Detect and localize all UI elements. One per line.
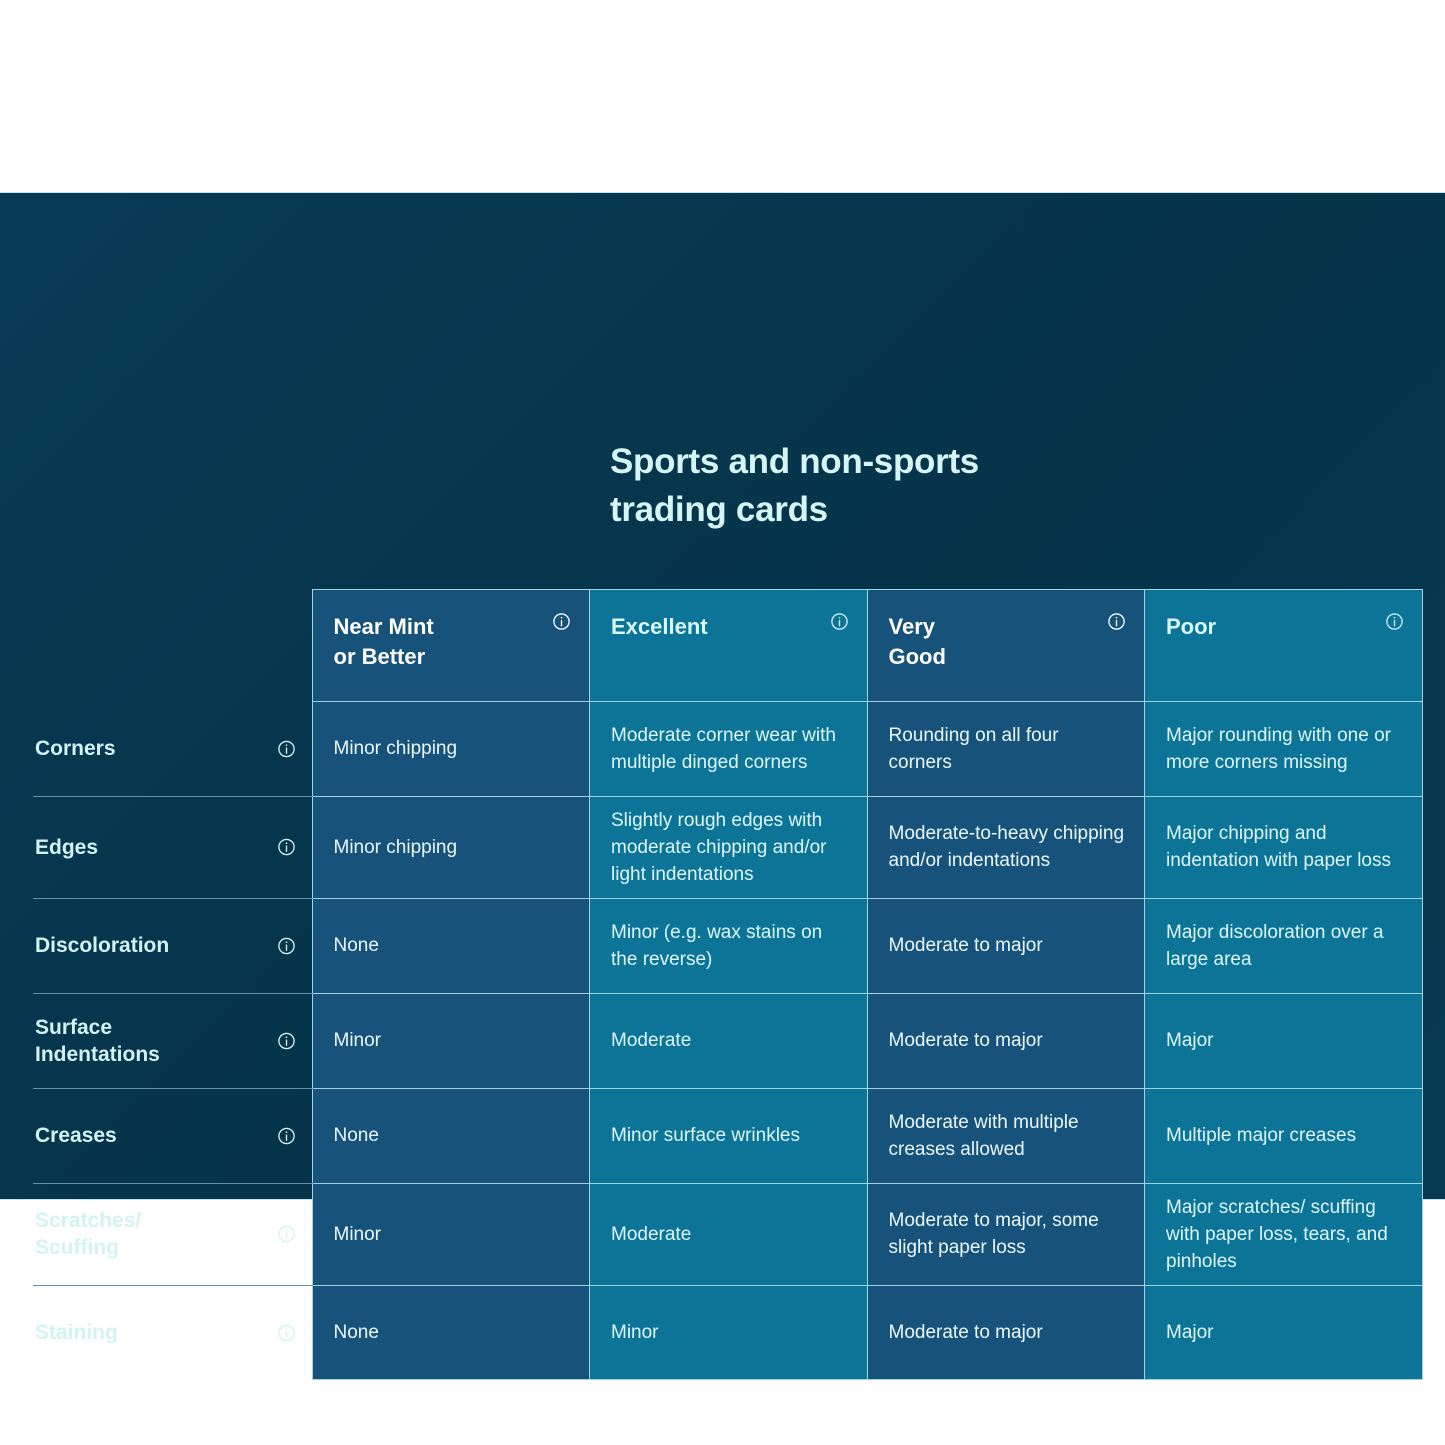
grade-table: Near Mint or Better Exce xyxy=(33,589,1423,1380)
cell: None xyxy=(311,1284,590,1380)
grading-matrix: Near Mint or Better Exce xyxy=(33,589,1423,1380)
cell: Minor xyxy=(311,1182,590,1286)
table-header: Near Mint or Better Exce xyxy=(33,589,1423,702)
cell: Minor chipping xyxy=(311,701,590,797)
cell: Minor surface wrinkles xyxy=(589,1087,868,1184)
dark-panel: Sports and non-sports trading cards xyxy=(0,192,1445,1380)
cell: Minor (e.g. wax stains on the reverse) xyxy=(589,897,868,994)
row-label-scratches-scuffing[interactable]: Scratches/ Scuffing xyxy=(33,1183,312,1286)
table-row: Discoloration None Minor (e.g. wax stain… xyxy=(33,897,1423,994)
page-title-line-1: Sports and non-sports xyxy=(610,442,979,481)
info-icon[interactable] xyxy=(1107,612,1126,631)
column-header-label-line-1: Excellent xyxy=(611,614,708,639)
cell: Minor xyxy=(589,1284,868,1380)
row-label-surface-indentations[interactable]: Surface Indentations xyxy=(33,993,312,1089)
row-label-line-1: Scratches/ xyxy=(35,1209,142,1232)
cell: Moderate-to-heavy chipping and/or indent… xyxy=(866,795,1145,899)
info-icon[interactable] xyxy=(277,1126,296,1145)
cell: Minor chipping xyxy=(311,795,590,899)
row-label-line-1: Creases xyxy=(35,1124,117,1147)
table-row: Corners Minor chipping Moderate corner w… xyxy=(33,701,1423,797)
info-icon[interactable] xyxy=(277,936,296,955)
row-label-line-1: Surface xyxy=(35,1015,113,1039)
info-icon[interactable] xyxy=(277,1225,296,1244)
column-header-near-mint[interactable]: Near Mint or Better xyxy=(311,589,590,702)
row-label-creases[interactable]: Creases xyxy=(33,1088,312,1184)
column-header-label-line-1: Poor xyxy=(1166,614,1217,639)
table-row: Creases None Minor surface wrinkles xyxy=(33,1087,1423,1184)
table-row: Edges Minor chipping Slightly rough edge… xyxy=(33,795,1423,899)
column-header-very-good[interactable]: Very Good xyxy=(866,589,1145,702)
row-label-discoloration[interactable]: Discoloration xyxy=(33,898,312,994)
row-label-staining[interactable]: Staining xyxy=(33,1285,312,1380)
page-title: Sports and non-sports trading cards xyxy=(610,438,1210,534)
cell: Major xyxy=(1144,1284,1423,1380)
info-icon[interactable] xyxy=(1385,612,1404,631)
table-body: Corners Minor chipping Moderate corner w… xyxy=(33,701,1423,1380)
cell: Moderate to major xyxy=(866,897,1145,994)
row-label-line-2: Scuffing xyxy=(35,1236,119,1259)
info-icon[interactable] xyxy=(277,739,296,758)
row-label-corners[interactable]: Corners xyxy=(33,701,312,797)
cell: Multiple major creases xyxy=(1144,1087,1423,1184)
cell: None xyxy=(311,1087,590,1184)
row-label-line-2: Indentations xyxy=(35,1042,160,1066)
cell: Major scratches/ scuffing with paper los… xyxy=(1144,1182,1423,1286)
table-row: Scratches/ Scuffing Minor Mo xyxy=(33,1182,1423,1286)
page-title-line-2: trading cards xyxy=(610,490,828,529)
cell: Moderate to major, some slight paper los… xyxy=(866,1182,1145,1286)
row-label-line-1: Edges xyxy=(35,835,99,859)
cell: Rounding on all four corners xyxy=(866,701,1145,797)
table-row: Surface Indentations Minor M xyxy=(33,992,1423,1089)
cell: Major xyxy=(1144,992,1423,1089)
row-label-line-1: Corners xyxy=(35,737,116,760)
column-header-poor[interactable]: Poor xyxy=(1144,589,1423,702)
cell: Moderate corner wear with multiple dinge… xyxy=(589,701,868,797)
info-icon[interactable] xyxy=(277,1323,296,1342)
info-icon[interactable] xyxy=(830,612,849,631)
row-label-line-1: Staining xyxy=(35,1321,118,1344)
cell: Major chipping and indentation with pape… xyxy=(1144,795,1423,899)
cell: Moderate with multiple creases allowed xyxy=(866,1087,1145,1184)
cell: Moderate to major xyxy=(866,992,1145,1089)
info-icon[interactable] xyxy=(277,1031,296,1050)
table-row: Staining None Minor Moderate t xyxy=(33,1284,1423,1380)
column-header-label-line-2: Good xyxy=(888,644,946,669)
cell: None xyxy=(311,897,590,994)
cell: Major rounding with one or more corners … xyxy=(1144,701,1423,797)
column-header-label-line-1: Near Mint xyxy=(333,614,434,639)
cell: Slightly rough edges with moderate chipp… xyxy=(589,795,868,899)
column-header-excellent[interactable]: Excellent xyxy=(589,589,868,702)
info-icon[interactable] xyxy=(552,612,571,631)
corner-cell xyxy=(33,590,312,702)
cell: Major discoloration over a large area xyxy=(1144,897,1423,994)
header-row: Near Mint or Better Exce xyxy=(33,589,1423,702)
row-label-edges[interactable]: Edges xyxy=(33,796,312,899)
row-label-line-1: Discoloration xyxy=(35,934,170,957)
cell: Moderate xyxy=(589,992,868,1089)
cell: Minor xyxy=(311,992,590,1089)
cell: Moderate to major xyxy=(866,1284,1145,1380)
info-icon[interactable] xyxy=(277,838,296,857)
cell: Moderate xyxy=(589,1182,868,1286)
column-header-label-line-1: Very xyxy=(888,614,936,639)
column-header-label-line-2: or Better xyxy=(333,644,426,669)
